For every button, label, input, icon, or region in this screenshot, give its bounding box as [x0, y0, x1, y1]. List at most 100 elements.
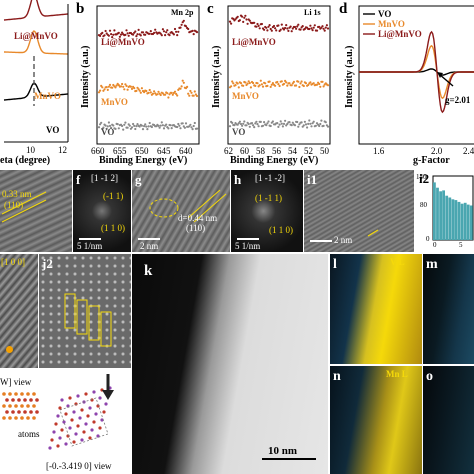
inner-label-c: Li 1s — [304, 9, 321, 17]
element-label-l: V L — [390, 258, 405, 267]
spectrum-point — [239, 19, 241, 21]
label-vo-b: VO — [101, 128, 114, 137]
panel-c: c Intensity (a.u.) Li 1s Li@MnVO MnVO VO… — [204, 0, 334, 166]
histogram-bar — [436, 188, 439, 240]
panel-crystal-views: W] view atoms [-0.-3.419 0] view — [0, 370, 131, 474]
spectrum-point — [173, 33, 175, 35]
spectrum-point — [238, 86, 240, 88]
atom — [102, 410, 105, 413]
spot-label-f-2: (1 1 0) — [101, 224, 125, 233]
spectrum-point — [161, 121, 163, 123]
spectrum-point — [187, 93, 189, 95]
atom — [90, 428, 93, 431]
spectrum-point — [299, 29, 301, 31]
atom — [82, 430, 85, 433]
atom — [84, 392, 87, 395]
spectrum-point — [118, 127, 120, 129]
spectrum-point — [141, 87, 143, 89]
legend-mnvo-d: MnVO — [378, 20, 405, 29]
spectrum-point — [189, 124, 191, 126]
scale-label-h: 5 1/nm — [235, 242, 260, 251]
spectrum-point — [301, 80, 303, 82]
spectrum-point — [253, 22, 255, 24]
spectrum-point — [275, 29, 277, 31]
label-vo-a: VO — [46, 126, 59, 135]
spectrum-point — [233, 124, 235, 126]
atom — [98, 426, 101, 429]
spectrum-point — [276, 81, 278, 83]
spectrum-point — [160, 94, 162, 96]
atom — [68, 426, 71, 429]
spectrum-point — [318, 125, 320, 127]
ytick-i2-3: 80 — [420, 202, 427, 209]
atom — [64, 412, 67, 415]
spectrum-point — [120, 85, 122, 87]
atom — [98, 396, 101, 399]
spectrum-point — [107, 89, 109, 91]
label-li-mnvo-a: Li@MnVO — [14, 32, 58, 41]
label-vo-c: VO — [232, 128, 245, 137]
spectrum-point — [264, 82, 266, 84]
spectrum-point — [194, 90, 196, 92]
spectrum-point — [152, 93, 154, 95]
spectrum-point — [184, 127, 186, 129]
atom — [48, 446, 51, 449]
atom — [8, 416, 12, 420]
spectrum-point — [261, 23, 263, 25]
spectrum-point — [123, 88, 125, 90]
atom — [8, 404, 12, 408]
spectrum-point — [256, 123, 258, 125]
spectrum-point — [237, 16, 239, 18]
spectrum-point — [149, 33, 151, 35]
spectrum-point — [308, 28, 310, 30]
spectrum-point — [176, 34, 178, 36]
spectrum-point — [232, 82, 234, 84]
atom — [14, 392, 18, 396]
spectrum-point — [272, 120, 274, 122]
spectrum-point — [284, 27, 286, 29]
spectrum-point — [181, 85, 183, 87]
legend-li-mnvo-d: Li@MnVO — [378, 30, 422, 39]
atom — [72, 410, 75, 413]
atom — [92, 390, 95, 393]
spectrum-point — [134, 30, 136, 32]
spectrum-point — [244, 81, 246, 83]
spectrum-point — [271, 30, 273, 32]
panel-o-eds-map: o — [423, 366, 474, 474]
atom — [2, 404, 6, 408]
spectrum-point — [258, 25, 260, 27]
spectrum-point — [274, 85, 276, 87]
spectrum-point — [252, 124, 254, 126]
panel-b: b Intensity (a.u.) Mn 2p Li@MnVO MnVO VO… — [73, 0, 203, 166]
atom — [29, 410, 33, 414]
atom — [17, 410, 21, 414]
xlabel-a: eta (degree) — [0, 156, 50, 166]
spectrum-point — [150, 91, 152, 93]
spectrum-point — [163, 30, 165, 32]
panel-e-plane: (110) — [4, 201, 23, 210]
spectrum-point — [263, 121, 265, 123]
spectrum-point — [113, 29, 115, 31]
histogram-bar — [439, 191, 442, 240]
legend-vo-d: VO — [378, 10, 391, 19]
spectrum-point — [291, 30, 293, 32]
spectrum-point — [106, 86, 108, 88]
spectrum-point — [274, 27, 276, 29]
spectrum-point — [148, 125, 150, 127]
spectrum-point — [249, 20, 251, 22]
spectrum-point — [179, 127, 181, 129]
spectrum-point — [286, 27, 288, 29]
spectrum-point — [298, 86, 300, 88]
spectrum-point — [188, 95, 190, 97]
spectrum-point — [146, 128, 148, 130]
spectrum-point — [136, 33, 138, 35]
spectrum-point — [325, 121, 327, 123]
spectrum-point — [196, 31, 198, 33]
spectrum-point — [178, 125, 180, 127]
spectrum-point — [177, 31, 179, 33]
spectrum-point — [287, 30, 289, 32]
spectrum-point — [325, 27, 327, 29]
spectrum-point — [291, 84, 293, 86]
spectrum-point — [305, 123, 307, 125]
spectrum-point — [164, 94, 166, 96]
